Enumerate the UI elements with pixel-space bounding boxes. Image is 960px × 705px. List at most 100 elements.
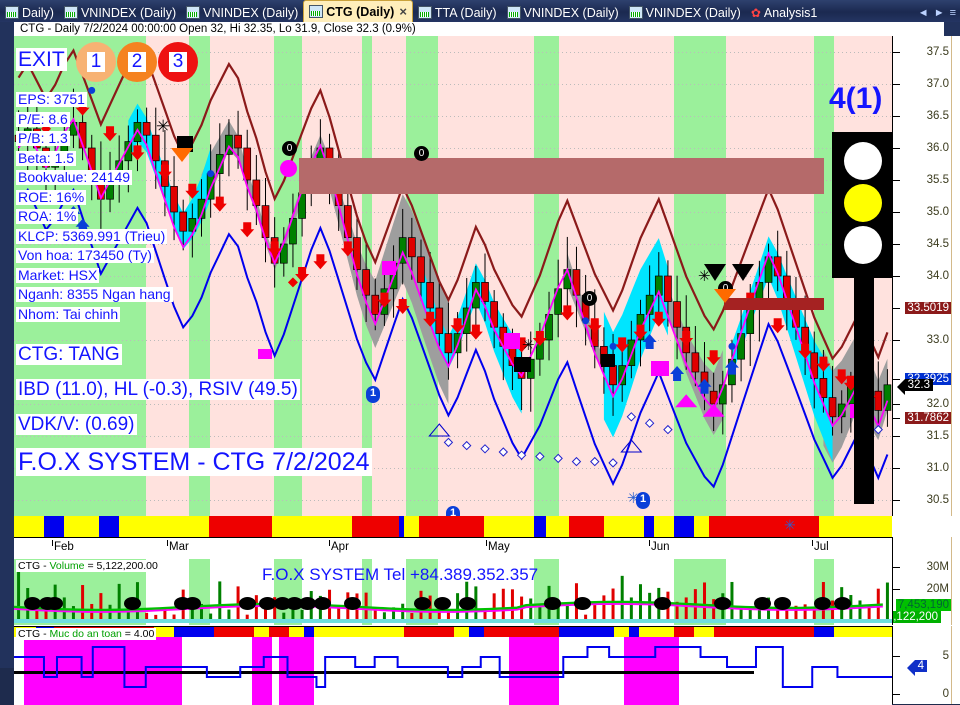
sell-arrow-icon (798, 343, 813, 359)
magenta-line (17, 117, 889, 429)
candle-body (654, 275, 663, 296)
magenta-square-marker (504, 333, 520, 349)
grid-line (14, 436, 892, 437)
volume-bar (172, 614, 176, 621)
signal-ribbon[interactable]: ✳ (14, 516, 892, 537)
volume-bar (254, 595, 258, 621)
axis-tick-label: 30M (926, 561, 949, 573)
traffic-lamp-top (844, 142, 882, 180)
exit-label: EXIT (16, 48, 67, 71)
traffic-lamp-middle (844, 184, 882, 222)
volume-regime-band (674, 559, 726, 625)
sell-arrow-icon (295, 267, 310, 282)
tab-daily-[interactable]: Daily) (0, 3, 59, 22)
price-level-marker: 31.7862 (905, 411, 951, 424)
price-axis[interactable]: 37.5 37.0 36.5 36.0 35.5 35.0 34.5 34.0 33.0 32.0… (892, 36, 960, 516)
tab-vnindex-daily-[interactable]: VNINDEX (Daily) (502, 3, 624, 22)
sell-arrow-icon (615, 337, 630, 353)
safety-ribbon-segment (484, 627, 559, 637)
safety-ribbon-segment (674, 627, 694, 637)
tab-label: TTA (Daily) (434, 5, 497, 20)
stat-line-9: Market: HSX (16, 266, 100, 283)
volume-brand-text: F.O.X SYSTEM Tel +84.389.352.357 (262, 565, 539, 584)
candle-body (481, 282, 489, 302)
tab-vnindex-daily-[interactable]: VNINDEX (Daily) (624, 3, 746, 22)
volume-bar (730, 581, 734, 621)
tab-vnindex-daily-[interactable]: VNINDEX (Daily) (181, 3, 303, 22)
safety-ribbon-segment (314, 627, 404, 637)
candle-body (664, 275, 672, 302)
axis-tick-label: 31.5 (926, 430, 949, 442)
ribbon-segment (709, 516, 819, 537)
axis-tick-label: 31.0 (926, 462, 949, 474)
chart-icon (417, 6, 432, 19)
tab-label: VNINDEX (Daily) (523, 5, 619, 20)
sell-arrow-icon (185, 183, 200, 199)
badge-3[interactable]: 3 (158, 42, 198, 82)
blue-dot-marker (207, 170, 215, 178)
candle-body (353, 237, 361, 270)
axis-tick-label: 30.5 (926, 494, 949, 506)
volume-bar (483, 610, 487, 621)
grid-line (14, 244, 892, 245)
safety-ribbon-segment (454, 627, 469, 637)
indicators-label: IBD (11.0), HL (-0.3), RSIV (49.5) (16, 379, 300, 400)
candle-body (828, 397, 837, 418)
badge-2[interactable]: 2 (117, 42, 157, 82)
candle-body (435, 307, 444, 334)
volume-bar (35, 608, 39, 621)
volume-bar (145, 612, 149, 621)
badge-1[interactable]: 1 (76, 42, 116, 82)
date-axis[interactable]: Feb Mar Apr May Jun Jul (14, 537, 892, 561)
tab-nav-prev-icon[interactable]: ◄ (917, 7, 929, 19)
badge-label: 1 (86, 52, 106, 72)
diamond-marker (516, 450, 527, 460)
axis-tick-label: 0 (942, 688, 949, 700)
volume-bar (446, 610, 450, 621)
ribbon-segment (546, 516, 569, 537)
volume-bar (99, 593, 103, 621)
grid-line (14, 116, 892, 117)
tab-ctg-daily-[interactable]: CTG (Daily) × (303, 0, 413, 22)
tab-tta-daily-[interactable]: TTA (Daily) (413, 3, 502, 22)
volume-caption-metric: Volume (49, 560, 85, 572)
axis-tick (893, 500, 900, 501)
tab-vnindex-daily-[interactable]: VNINDEX (Daily) (59, 3, 181, 22)
volume-bar (858, 600, 862, 621)
ribbon-segment (272, 516, 352, 537)
candle-body (170, 186, 178, 213)
volume-dot-marker (434, 597, 451, 610)
axis-tick (893, 468, 900, 469)
candle-body (362, 269, 370, 296)
close-icon[interactable]: × (399, 4, 407, 19)
signal-label: CTG: TANG (16, 344, 122, 365)
volume-bar (556, 604, 560, 621)
date-tick (329, 540, 330, 546)
safety-ribbon-segment (404, 627, 454, 637)
volume-bar (501, 588, 505, 621)
diamond-marker (443, 437, 454, 448)
candle-body (234, 134, 242, 149)
candle-body (417, 256, 425, 283)
axis-tick (893, 212, 900, 213)
volume-axis[interactable]: 30M 20M 7,453,1905,122,200 (892, 537, 960, 625)
safety-axis[interactable]: 5 0 4 (892, 626, 960, 704)
magenta-square-marker (258, 349, 272, 359)
volume-bar (712, 599, 716, 621)
sell-arrow-icon (587, 318, 602, 334)
sell-arrow-icon (651, 311, 666, 327)
ribbon-segment (99, 516, 119, 537)
tab-nav-menu-icon[interactable]: ≡ (949, 7, 956, 19)
diamond-marker (608, 458, 618, 468)
safety-pane[interactable]: CTG - Muc do an toan = 4.00 (14, 626, 892, 705)
chart-info-bar: CTG - Daily 7/2/2024 00:00:00 Open 32, H… (0, 22, 944, 36)
diamond-marker (535, 451, 545, 462)
stat-line-4: Bookvalue: 24149 (16, 169, 133, 185)
tab-nav-next-icon[interactable]: ► (933, 7, 945, 19)
candle-body (874, 390, 883, 411)
volume-pane[interactable]: CTG - Volume = 5,122,200.00 F.O.X SYSTEM… (14, 559, 892, 625)
volume-bar (300, 609, 304, 621)
tab-analysis1[interactable]: ✿ Analysis1 (746, 3, 823, 22)
axis-tick (893, 404, 900, 405)
